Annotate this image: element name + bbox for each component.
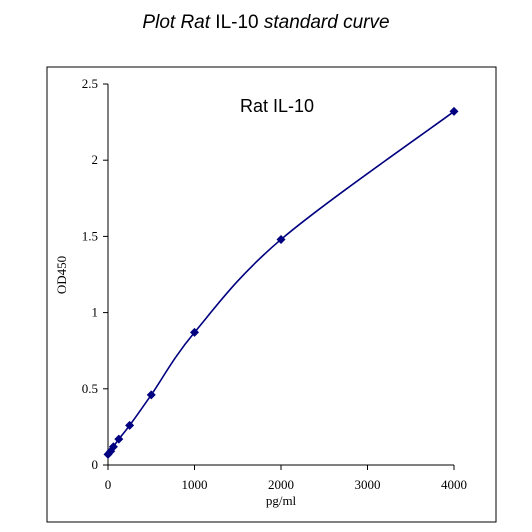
y-tick-label: 1.5 bbox=[82, 228, 98, 243]
y-tick-label: 2.5 bbox=[82, 76, 98, 91]
x-tick-label: 3000 bbox=[355, 477, 381, 492]
x-tick-label: 0 bbox=[105, 477, 112, 492]
y-tick-label: 2 bbox=[92, 152, 99, 167]
x-tick-label: 1000 bbox=[182, 477, 208, 492]
chart-title: Plot Rat IL-10 standard curve bbox=[0, 12, 532, 34]
x-tick-label: 2000 bbox=[268, 477, 294, 492]
data-point bbox=[114, 434, 124, 444]
x-tick-label: 4000 bbox=[441, 477, 467, 492]
data-point bbox=[146, 390, 156, 400]
y-tick-label: 1 bbox=[92, 305, 99, 320]
data-point bbox=[108, 442, 118, 452]
chart-title-part2: IL-10 bbox=[210, 12, 264, 33]
data-point bbox=[190, 327, 199, 337]
chart-title-part1: Plot Rat bbox=[142, 12, 211, 33]
data-point bbox=[449, 106, 459, 116]
series-line bbox=[107, 110, 455, 455]
y-tick-label: 0.5 bbox=[82, 381, 98, 396]
y-axis-label: OD450 bbox=[54, 256, 69, 294]
x-axis-label: pg/ml bbox=[266, 493, 297, 508]
chart-title-part3: standard curve bbox=[263, 12, 390, 33]
y-tick-label: 0 bbox=[92, 457, 99, 472]
data-point bbox=[125, 420, 135, 430]
annotation-label: Rat IL-10 bbox=[240, 96, 314, 116]
plot-frame bbox=[46, 66, 497, 523]
data-point bbox=[276, 234, 286, 244]
